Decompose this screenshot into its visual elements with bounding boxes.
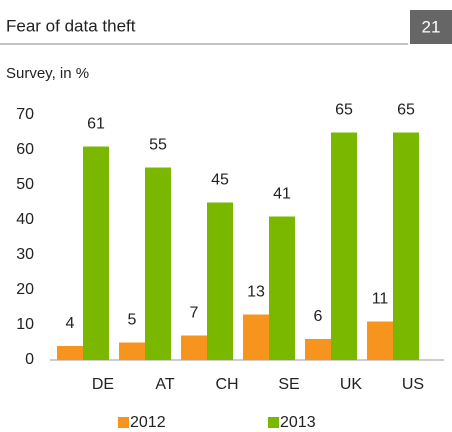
x-tick-label: AT (155, 376, 174, 393)
value-label: 4 (66, 315, 75, 332)
bar (367, 321, 393, 360)
value-label: 45 (211, 172, 229, 189)
legend-label: 2013 (280, 414, 316, 431)
y-tick-label: 70 (16, 106, 34, 123)
x-tick-label: CH (215, 376, 238, 393)
legend-swatch (268, 417, 279, 428)
bar (207, 202, 233, 360)
y-tick-label: 50 (16, 176, 34, 193)
bar (119, 342, 145, 360)
value-label: 55 (149, 137, 167, 154)
value-label: 6 (314, 308, 323, 325)
value-label: 65 (397, 102, 415, 119)
x-tick-label: SE (278, 376, 299, 393)
value-label: 5 (128, 312, 137, 329)
bar (145, 167, 171, 360)
legend-swatch (118, 417, 129, 428)
y-tick-label: 40 (16, 211, 34, 228)
legend-label: 2012 (130, 414, 166, 431)
bar (57, 346, 83, 360)
chart-title: Fear of data theft (6, 16, 136, 35)
x-tick-label: DE (92, 376, 114, 393)
value-label: 41 (273, 186, 291, 203)
value-label: 11 (372, 291, 389, 308)
value-label: 13 (247, 284, 265, 301)
bar (243, 314, 269, 360)
bar (331, 132, 357, 360)
x-tick-label: UK (340, 376, 363, 393)
bar (305, 339, 331, 360)
y-tick-label: 30 (16, 246, 34, 263)
value-label: 7 (190, 305, 199, 322)
y-tick-label: 60 (16, 141, 34, 158)
y-tick-label: 20 (16, 281, 34, 298)
x-tick-label: US (402, 376, 424, 393)
y-tick-label: 10 (16, 316, 34, 333)
badge-text: 21 (422, 17, 441, 36)
value-label: 65 (335, 102, 353, 119)
bar (83, 146, 109, 360)
bar (393, 132, 419, 360)
bar (181, 335, 207, 360)
y-tick-label: 0 (25, 351, 34, 368)
value-label: 61 (87, 116, 105, 133)
subtitle: Survey, in % (6, 65, 89, 82)
badge (410, 10, 452, 44)
bar (269, 216, 295, 360)
